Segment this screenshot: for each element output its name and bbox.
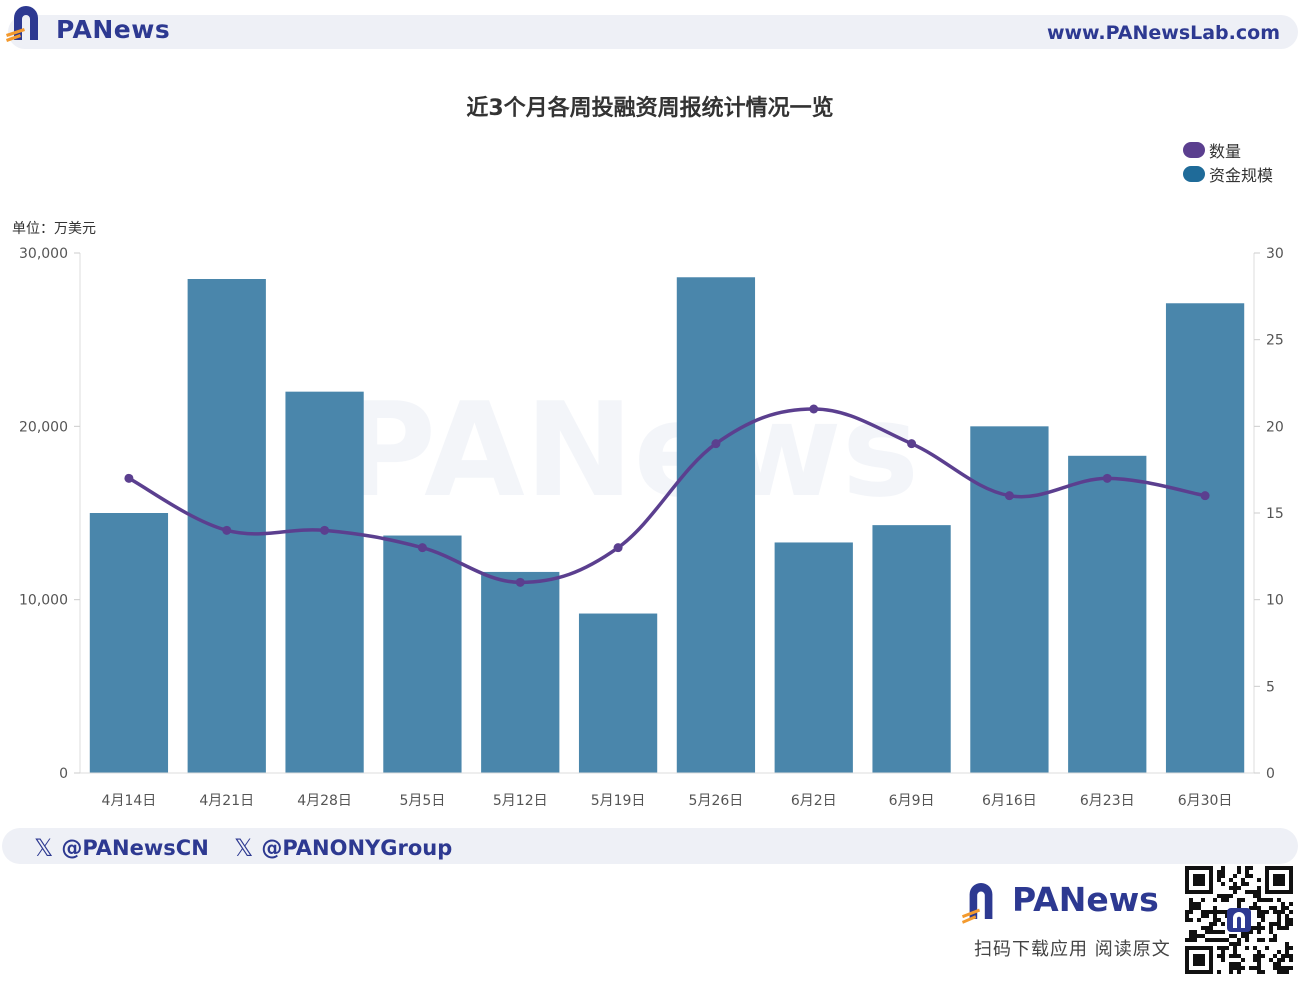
- bar-9[interactable]: [872, 525, 951, 773]
- footer-logo-icon: [962, 882, 993, 924]
- x-tick-label: 4月28日: [297, 793, 352, 809]
- count-point-5[interactable]: [515, 577, 525, 587]
- legend-swatch-count: [1183, 142, 1205, 158]
- count-point-4[interactable]: [417, 543, 427, 553]
- x-tick-label: 5月12日: [493, 793, 548, 809]
- bar-1[interactable]: [89, 513, 169, 773]
- footer-caption: 扫码下载应用 阅读原文: [974, 939, 1171, 960]
- bar-11[interactable]: [1068, 455, 1147, 773]
- legend-item-count[interactable]: 数量: [1183, 138, 1273, 162]
- legend-label-funding: 资金规模: [1209, 166, 1274, 185]
- count-point-8[interactable]: [809, 404, 819, 414]
- y-left-tick-label: 0: [59, 766, 68, 782]
- x-tick-label: 6月30日: [1178, 793, 1233, 809]
- y-right-tick-label: 0: [1266, 766, 1275, 782]
- x-tick-label: 5月5日: [400, 793, 446, 809]
- social-handle-1: @PANewsCN: [61, 836, 209, 860]
- count-point-1[interactable]: [124, 473, 134, 483]
- legend-swatch-funding: [1183, 166, 1205, 182]
- count-point-7[interactable]: [711, 439, 721, 449]
- header-brand: PANews: [56, 15, 171, 44]
- count-point-2[interactable]: [222, 525, 232, 535]
- watermark: PANews: [341, 374, 919, 526]
- x-tick-label: 5月19日: [591, 793, 646, 809]
- x-tick-label: 6月2日: [791, 793, 837, 809]
- qr-code-icon[interactable]: [1185, 866, 1293, 974]
- count-point-9[interactable]: [907, 439, 917, 449]
- y-right-tick-label: 25: [1266, 333, 1284, 349]
- count-point-3[interactable]: [320, 525, 330, 535]
- count-point-10[interactable]: [1004, 491, 1014, 501]
- y-right-tick-label: 30: [1266, 246, 1284, 262]
- y-left-tick-label: 20,000: [19, 419, 68, 435]
- bar-5[interactable]: [481, 571, 560, 773]
- x-tick-label: 6月23日: [1080, 793, 1135, 809]
- x-tick-label: 4月21日: [199, 793, 254, 809]
- y-right-tick-label: 15: [1266, 506, 1284, 522]
- header-bar: [8, 15, 1298, 49]
- bar-8[interactable]: [774, 542, 853, 773]
- bar-4[interactable]: [383, 535, 462, 773]
- y-right-tick-label: 10: [1266, 593, 1284, 609]
- bar-12[interactable]: [1165, 303, 1245, 773]
- legend-item-funding[interactable]: 资金规模: [1183, 162, 1273, 186]
- social-handle-2: @PANONYGroup: [261, 836, 453, 860]
- x-tick-label: 5月26日: [689, 793, 744, 809]
- bar-10[interactable]: [970, 426, 1049, 773]
- y-right-tick-label: 20: [1266, 419, 1284, 435]
- y-left-tick-label: 10,000: [19, 593, 68, 609]
- chart-title: 近3个月各周投融资周报统计情况一览: [466, 96, 834, 121]
- count-point-6[interactable]: [613, 543, 623, 553]
- x-tick-label: 4月14日: [102, 793, 157, 809]
- legend-label-count: 数量: [1209, 142, 1242, 161]
- social-x-panonygroup[interactable]: 𝕏 @PANONYGroup: [234, 834, 452, 862]
- social-x-panewscn[interactable]: 𝕏 @PANewsCN: [34, 834, 209, 862]
- footer-bar: [2, 828, 1298, 864]
- count-series-line: [128, 407, 1206, 585]
- footer-brand: PANews: [1012, 880, 1159, 919]
- site-url-link[interactable]: www.PANewsLab.com: [1046, 22, 1280, 44]
- x-tick-label: 6月16日: [982, 793, 1037, 809]
- x-logo-icon: 𝕏: [234, 834, 254, 862]
- bar-3[interactable]: [285, 391, 364, 773]
- y-right-tick-label: 5: [1266, 679, 1275, 695]
- y-left-tick-label: 30,000: [19, 246, 68, 262]
- panews-logo-icon: [6, 6, 38, 42]
- count-point-12[interactable]: [1200, 491, 1210, 501]
- count-point-11[interactable]: [1102, 473, 1112, 483]
- bar-7[interactable]: [676, 277, 756, 773]
- unit-label: 单位：万美元: [12, 221, 96, 237]
- x-tick-label: 6月9日: [889, 793, 935, 809]
- x-logo-icon: 𝕏: [34, 834, 54, 862]
- chart-legend: 数量 资金规模: [1183, 138, 1273, 186]
- bar-6[interactable]: [578, 613, 658, 773]
